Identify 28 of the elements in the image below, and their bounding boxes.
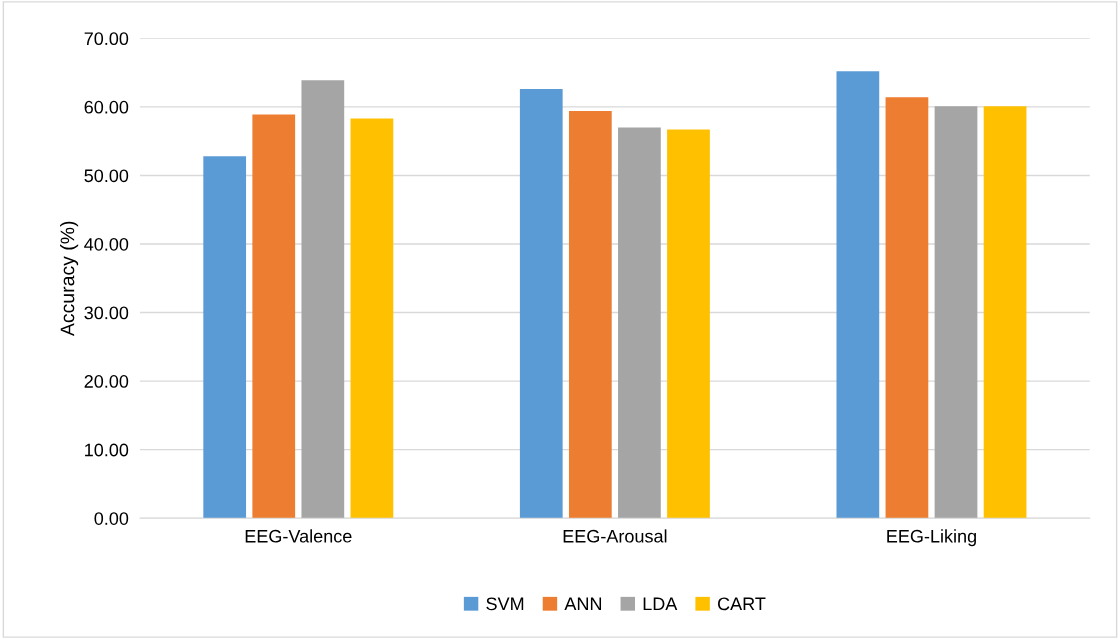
- y-tick-label: 40.00: [84, 237, 129, 251]
- bar: [301, 80, 345, 519]
- bar: [252, 114, 296, 519]
- y-tick-label: 60.00: [84, 100, 129, 114]
- bar: [983, 106, 1027, 519]
- bar: [934, 106, 978, 519]
- y-tick-label: 50.00: [84, 169, 129, 183]
- bar: [618, 127, 661, 519]
- y-tick-label: 20.00: [84, 375, 129, 388]
- bar: [885, 97, 929, 519]
- x-tick-label: EEG-Liking: [887, 529, 976, 547]
- bar: [519, 89, 563, 519]
- y-tick-label: 70.00: [84, 32, 129, 46]
- bar: [836, 71, 880, 519]
- x-tick-label: EEG-Arousal: [563, 529, 667, 543]
- legend-label: LDA: [643, 597, 678, 611]
- bar: [203, 156, 247, 519]
- y-tick-label: 30.00: [84, 306, 129, 320]
- bar: [667, 129, 710, 519]
- y-tick-label: 0.00: [94, 512, 129, 525]
- legend-label: SVM: [486, 597, 524, 611]
- legend-label: CART: [717, 597, 766, 611]
- legend-label: ANN: [564, 597, 602, 611]
- x-tick-label: EEG-Valence: [245, 529, 352, 543]
- y-axis-title: Accuracy (%): [60, 221, 79, 337]
- bar: [350, 118, 394, 519]
- bar: [568, 111, 612, 519]
- y-tick-label: 10.00: [85, 443, 129, 457]
